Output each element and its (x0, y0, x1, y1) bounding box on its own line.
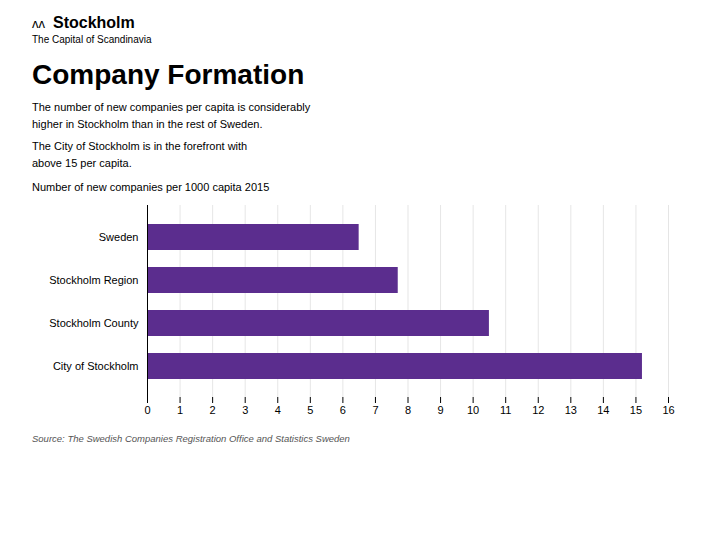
svg-text:Sweden: Sweden (99, 231, 139, 243)
svg-text:7: 7 (372, 404, 378, 416)
html-text:ʌʌ: ʌʌ (32, 16, 45, 31)
svg-text:13: 13 (565, 404, 577, 416)
html-text:above 15 per capita.: above 15 per capita. (32, 156, 132, 169)
svg-text:6: 6 (340, 404, 346, 416)
svg-text:4: 4 (275, 404, 281, 416)
html-text:The number of new companies pe: The number of new companies per capita i… (32, 101, 311, 113)
svg-text:15: 15 (630, 404, 642, 416)
svg-text:5: 5 (307, 404, 313, 416)
html-text:Stockholm: Stockholm (53, 14, 135, 31)
html-text:The City of Stockholm is in th: The City of Stockholm is in the forefron… (32, 140, 248, 152)
html-text:The Capital of Scandinavia: The Capital of Scandinavia (32, 34, 152, 45)
svg-text:14: 14 (597, 404, 609, 416)
html-text:Source: The Swedish Companies: Source: The Swedish Companies Registrati… (32, 433, 350, 444)
html-text:higher in Stockholm than in th: higher in Stockholm than in the rest of … (32, 117, 263, 130)
svg-text:0: 0 (144, 404, 150, 416)
svg-text:3: 3 (242, 404, 248, 416)
svg-text:1: 1 (177, 404, 183, 416)
svg-text:16: 16 (662, 404, 674, 416)
svg-text:Stockholm County: Stockholm County (49, 317, 139, 329)
svg-text:City of Stockholm: City of Stockholm (53, 360, 139, 372)
svg-text:12: 12 (532, 404, 544, 416)
svg-text:11: 11 (500, 404, 511, 416)
svg-text:9: 9 (438, 404, 444, 416)
html-text:Company Formation: Company Formation (32, 59, 305, 90)
svg-text:2: 2 (210, 404, 216, 416)
svg-text:8: 8 (405, 404, 411, 416)
html-text:Number of new companies per 10: Number of new companies per 1000 capita … (32, 181, 270, 193)
svg-text:Stockholm Region: Stockholm Region (49, 274, 138, 286)
svg-text:10: 10 (467, 404, 479, 416)
